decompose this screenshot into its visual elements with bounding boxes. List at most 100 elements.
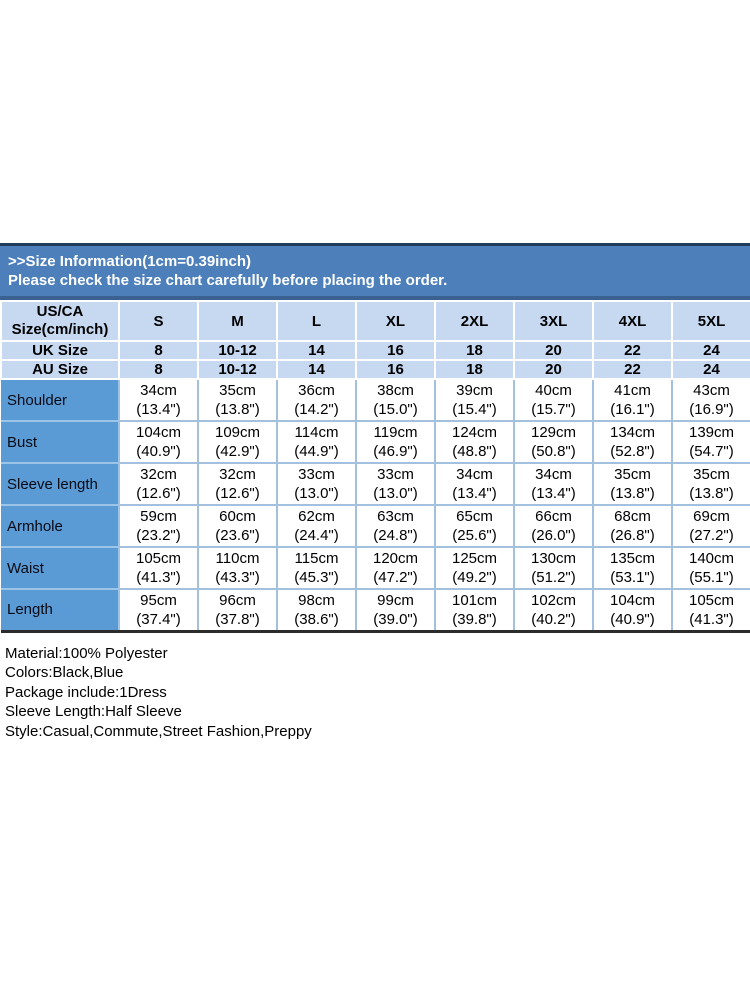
detail-line: Package include:1Dress — [5, 683, 167, 701]
measurement-row-label: Shoulder — [1, 378, 120, 422]
measurement-row-label: Bust — [1, 420, 120, 464]
region-row-label: UK Size — [0, 340, 120, 361]
measurement-value-cell: 129cm (50.8") — [513, 420, 594, 464]
measurement-inch-value: (16.9") — [689, 401, 734, 418]
region-size-value-cell: 24 — [671, 340, 750, 361]
detail-line: Material:100% Polyester — [5, 644, 168, 662]
measurement-inch-value: (24.8") — [373, 527, 418, 544]
measurement-value-cell: 66cm (26.0") — [513, 504, 594, 548]
measurement-cm-value: 98cm — [298, 591, 335, 609]
measurement-inch-value: (41.3") — [689, 610, 734, 628]
measurement-inch-value: (46.9") — [373, 443, 418, 460]
measurement-cm-value: 135cm — [609, 550, 656, 567]
size-column-header: S — [118, 300, 199, 342]
measurement-row: Armhole 59cm (23.2") 60cm (23.6") 62cm (24.4")… — [1, 504, 750, 548]
measurement-cm-value: 33cm — [298, 466, 335, 483]
measurement-cm-value: 101cm — [451, 591, 498, 609]
measurement-cm-value: 32cm — [219, 466, 256, 483]
measurement-inch-value: (13.0") — [294, 485, 339, 502]
measurement-cm-value: 38cm — [377, 382, 414, 399]
measurement-inch-value: (48.8") — [452, 443, 497, 460]
measurement-value-cell: 114cm (44.9") — [276, 420, 357, 464]
measurement-inch-value: (52.8") — [610, 443, 655, 460]
size-column-header: 3XL — [513, 300, 594, 342]
measurement-row: Bust 104cm (40.9") 109cm (42.9") 114cm (44.9")… — [1, 420, 750, 464]
measurement-value-cell: 34cm (13.4") — [513, 462, 594, 506]
measurement-inch-value: (24.4") — [294, 527, 339, 544]
measurement-value-cell: 140cm (55.1") — [671, 546, 750, 590]
measurement-cm-value: 62cm — [298, 508, 335, 525]
measurement-inch-value: (13.8") — [689, 485, 734, 502]
measurement-inch-value: (45.3") — [294, 569, 339, 586]
measurement-value-cell: 63cm (24.8") — [355, 504, 436, 548]
measurement-cm-value: 102cm — [530, 591, 577, 609]
measurement-inch-value: (13.4") — [531, 485, 576, 502]
measurement-cm-value: 114cm — [294, 424, 339, 441]
region-size-value-cell: 10-12 — [197, 340, 278, 361]
measurement-row: Shoulder 34cm (13.4") 35cm (13.8") 36cm (14.2"… — [1, 378, 750, 422]
measurement-inch-value: (54.7") — [689, 443, 734, 460]
detail-line: Colors:Black,Blue — [5, 664, 124, 681]
measurement-inch-value: (40.2") — [531, 610, 576, 628]
measurement-inch-value: (47.2") — [373, 569, 418, 586]
measurement-cm-value: 60cm — [219, 508, 256, 525]
top-whitespace — [0, 0, 750, 243]
size-columns-row: US/CA Size(cm/inch) S M L XL 2XL 3XL 4XL 5XL — [0, 300, 750, 342]
region-row-label: AU Size — [0, 359, 120, 380]
measurement-inch-value: (43.3") — [215, 569, 260, 586]
measurement-inch-value: (12.6") — [215, 485, 260, 502]
region-size-value-cell: 14 — [276, 359, 357, 380]
region-size-value-cell: 16 — [355, 359, 436, 380]
measurement-cm-value: 99cm — [377, 591, 414, 609]
measurement-value-cell: 39cm (15.4") — [434, 378, 515, 422]
measurement-cm-value: 35cm — [693, 466, 730, 483]
measurement-value-cell: 130cm (51.2") — [513, 546, 594, 590]
measurement-row-label: Length — [1, 588, 120, 632]
measurement-value-cell: 38cm (15.0") — [355, 378, 436, 422]
measurement-cm-value: 68cm — [614, 508, 651, 525]
region-size-value-cell: 8 — [118, 340, 199, 361]
measurement-cm-value: 34cm — [140, 382, 177, 399]
measurement-value-cell: 35cm (13.8") — [592, 462, 673, 506]
measurement-inch-value: (26.8") — [610, 527, 655, 544]
size-column-header: 4XL — [592, 300, 673, 342]
region-size-row: AU Size 8 10-12 14 16 18 20 22 24 — [0, 359, 750, 380]
detail-line: Sleeve Length:Half Sleeve — [5, 703, 182, 720]
measurement-cm-value: 139cm — [688, 424, 735, 441]
measurement-row-label: Armhole — [1, 504, 120, 548]
measurement-value-cell: 32cm (12.6") — [197, 462, 278, 506]
measurement-inch-value: (15.7") — [531, 401, 576, 418]
measurement-inch-value: (15.0") — [373, 401, 418, 418]
measurement-value-cell: 115cm (45.3") — [276, 546, 357, 590]
region-size-value-cell: 8 — [118, 359, 199, 380]
size-chart-table: US/CA Size(cm/inch) S M L XL 2XL 3XL 4XL 5XL UK Si… — [0, 300, 750, 633]
measurement-cm-value: 96cm — [219, 591, 256, 609]
measurement-inch-value: (39.0") — [373, 610, 418, 628]
measurement-cm-value: 34cm — [456, 466, 493, 483]
measurement-value-cell: 60cm (23.6") — [197, 504, 278, 548]
measurement-inch-value: (55.1") — [689, 569, 734, 586]
measurement-value-cell: 62cm (24.4") — [276, 504, 357, 548]
measurement-row: Sleeve length 32cm (12.6") 32cm (12.6") 33cm (… — [1, 462, 750, 506]
measurement-inch-value: (49.2") — [452, 569, 497, 586]
region-size-value-cell: 18 — [434, 340, 515, 361]
size-column-header: 2XL — [434, 300, 515, 342]
measurement-inch-value: (13.4") — [452, 485, 497, 502]
detail-line: Style:Casual,Commute,Street Fashion,Prep… — [5, 722, 312, 740]
measurement-cm-value: 63cm — [377, 508, 414, 525]
measurement-inch-value: (26.0") — [531, 527, 576, 544]
measurement-value-cell: 33cm (13.0") — [276, 462, 357, 506]
measurement-inch-value: (23.6") — [215, 527, 260, 544]
measurement-cm-value: 129cm — [530, 424, 577, 441]
measurement-inch-value: (37.4") — [136, 610, 181, 628]
measurement-cm-value: 33cm — [377, 466, 414, 483]
measurement-cm-value: 39cm — [456, 382, 493, 399]
size-column-header: 5XL — [671, 300, 750, 342]
measurement-cm-value: 105cm — [135, 550, 182, 567]
measurement-inch-value: (13.8") — [215, 401, 260, 418]
measurement-cm-value: 140cm — [688, 550, 735, 567]
measurement-value-cell: 95cm (37.4") — [118, 588, 199, 632]
measurement-value-cell: 125cm (49.2") — [434, 546, 515, 590]
measurement-value-cell: 35cm (13.8") — [197, 378, 278, 422]
measurement-value-cell: 102cm (40.2") — [513, 588, 594, 632]
